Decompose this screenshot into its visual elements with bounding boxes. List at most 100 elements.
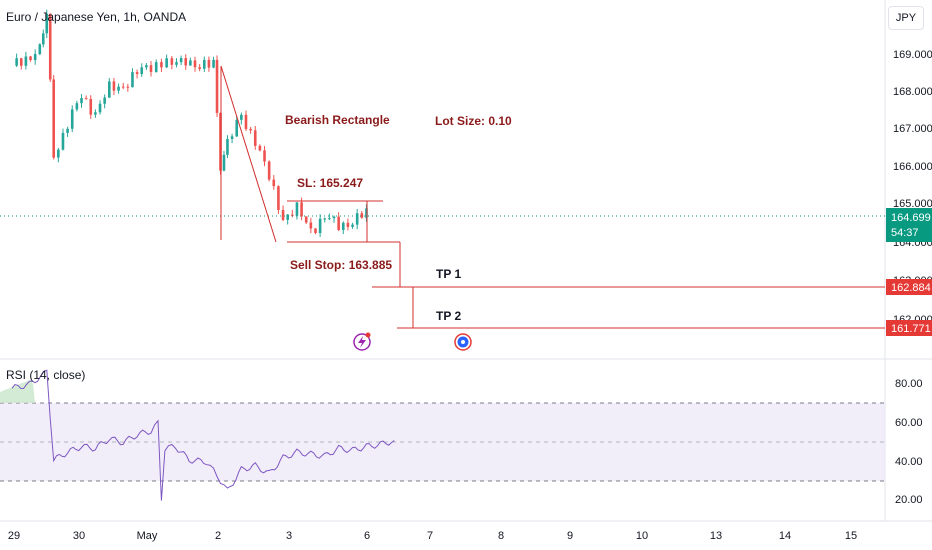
candle-body <box>365 208 368 218</box>
tp2-label: TP 2 <box>436 309 461 323</box>
candle-body <box>98 103 102 113</box>
price-tick: 169.000 <box>893 49 932 61</box>
candle-body <box>140 67 144 75</box>
candle-body <box>226 138 229 155</box>
candle-body <box>179 58 183 63</box>
candle-body <box>108 81 111 98</box>
trade-annotations[interactable] <box>220 65 885 329</box>
candle-body <box>337 216 340 230</box>
candle-body <box>267 161 271 180</box>
time-tick: 2 <box>215 530 221 542</box>
candle-body <box>45 13 49 34</box>
lightning-event-icon[interactable] <box>353 332 371 351</box>
candle-body <box>360 213 364 218</box>
candle-body <box>170 58 174 65</box>
candle-body <box>332 216 336 219</box>
price-tick: 167.000 <box>893 123 932 135</box>
candle-body <box>244 114 248 129</box>
time-tick: 13 <box>710 530 722 542</box>
candle-body <box>112 81 116 91</box>
time-tick: 30 <box>73 530 85 542</box>
candle-body <box>117 86 120 91</box>
candle-body <box>135 72 139 75</box>
candle-body <box>314 228 317 234</box>
lot-size-label: Lot Size: 0.10 <box>435 114 512 128</box>
candle-body <box>38 44 42 55</box>
candle-body <box>263 150 266 162</box>
candle-body <box>61 132 65 150</box>
candle-body <box>328 218 331 220</box>
candle-body <box>15 58 18 66</box>
candle-body <box>222 154 226 171</box>
candle-body <box>300 202 303 217</box>
stop-loss-label: SL: 165.247 <box>297 176 363 190</box>
time-tick: 14 <box>779 530 791 542</box>
breakdown-diagonal <box>220 65 277 243</box>
candle-body <box>66 128 69 133</box>
currency-button[interactable]: JPY <box>888 6 924 30</box>
time-tick: 6 <box>364 530 370 542</box>
bar-countdown: 54:37 <box>891 227 919 239</box>
candle-body <box>175 62 178 65</box>
candle-body <box>202 59 206 69</box>
tp1-price-tag: 162.884 <box>886 279 932 295</box>
candle-body <box>355 213 359 225</box>
candle-body <box>281 210 285 220</box>
candle-body <box>318 218 322 234</box>
rsi-tick: 40.00 <box>895 456 923 468</box>
candle-body <box>29 56 32 61</box>
rsi-indicator-label: RSI (14, close) <box>6 368 85 382</box>
candle-body <box>215 59 219 113</box>
candle-body <box>295 202 299 216</box>
candle-body <box>121 86 125 88</box>
candle-body <box>89 98 93 115</box>
price-tick: 165.000 <box>893 198 932 210</box>
candle-body <box>346 222 350 227</box>
candle-body <box>160 62 163 68</box>
candle-body <box>249 128 252 131</box>
candle-body <box>323 218 327 220</box>
candle-body <box>184 58 188 66</box>
time-tick: 29 <box>8 530 20 542</box>
candle-body <box>189 60 192 66</box>
candle-body <box>240 114 243 120</box>
candle-body <box>149 65 153 72</box>
candle-body <box>286 214 289 220</box>
time-tick: 3 <box>286 530 292 542</box>
time-tick: 10 <box>636 530 648 542</box>
candle-body <box>33 54 37 61</box>
rsi-axis[interactable]: 80.00 60.00 40.00 20.00 <box>895 378 923 506</box>
rsi-tick: 60.00 <box>895 417 923 429</box>
candle-body <box>304 216 308 223</box>
candle-body <box>103 97 106 104</box>
time-tick: 9 <box>567 530 573 542</box>
candle-body <box>165 58 168 68</box>
candle-body <box>351 224 354 227</box>
candle-body <box>75 103 79 110</box>
time-tick: May <box>137 530 158 542</box>
tp1-label: TP 1 <box>436 267 461 281</box>
rsi-tick: 80.00 <box>895 378 923 390</box>
tp2-price-value: 161.771 <box>891 323 931 335</box>
time-tick: 8 <box>498 530 504 542</box>
candle-body <box>235 119 239 137</box>
candle-body <box>84 98 88 100</box>
rsi-overbought-fill <box>0 380 35 403</box>
time-tick: 15 <box>845 530 857 542</box>
candle-body <box>19 58 23 66</box>
candle-body <box>48 13 52 80</box>
candle-body <box>258 145 262 151</box>
economic-event-icon[interactable] <box>454 333 472 351</box>
candle-body <box>253 130 257 146</box>
candle-body <box>230 136 234 139</box>
candle-body <box>212 59 215 68</box>
candle-body <box>80 98 83 104</box>
candle-body <box>291 214 294 216</box>
candle-body <box>41 33 45 45</box>
candle-body <box>145 65 148 68</box>
rsi-tick: 20.00 <box>895 494 923 506</box>
time-axis[interactable]: 29 30 May 2 3 6 7 8 9 10 13 14 15 <box>8 530 857 542</box>
last-price-tag: 164.699 54:37 <box>886 208 932 242</box>
candle-body <box>52 79 55 158</box>
